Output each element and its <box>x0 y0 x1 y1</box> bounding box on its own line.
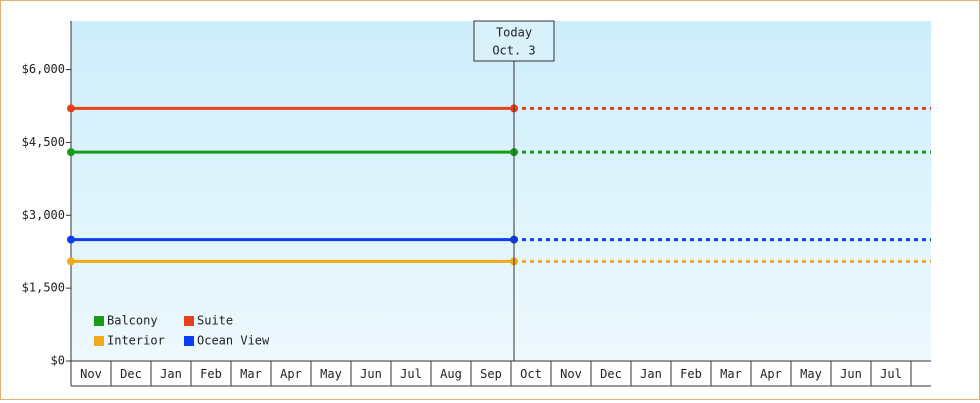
x-tick-label: Feb <box>200 367 222 381</box>
legend-swatch <box>94 316 104 326</box>
x-tick-label: Nov <box>560 367 582 381</box>
x-tick-label: Feb <box>680 367 702 381</box>
x-tick-label: Jan <box>640 367 662 381</box>
x-tick-label: Jun <box>360 367 382 381</box>
series-marker <box>67 257 75 266</box>
y-tick-label: $3,000 <box>22 208 65 222</box>
legend-swatch <box>184 336 194 346</box>
y-tick-label: $6,000 <box>22 62 65 76</box>
series-marker <box>67 104 75 113</box>
x-tick-label: Jul <box>400 367 422 381</box>
x-tick-label: Apr <box>280 367 302 381</box>
today-date: Oct. 3 <box>492 44 535 58</box>
x-tick-label: Jan <box>160 367 182 381</box>
x-tick-label: May <box>320 367 342 381</box>
legend-label: Interior <box>107 334 165 348</box>
series-marker <box>67 235 75 244</box>
legend-label: Suite <box>197 314 233 328</box>
today-box <box>473 20 555 62</box>
x-tick-label: Jun <box>840 367 862 381</box>
x-tick-label: Sep <box>480 367 502 381</box>
x-tick-label: Dec <box>120 367 142 381</box>
x-tick-label: Apr <box>760 367 782 381</box>
legend-swatch <box>184 316 194 326</box>
today-label: Today <box>496 26 532 40</box>
plot-background <box>71 21 931 361</box>
x-tick-label: May <box>800 367 822 381</box>
y-tick-label: $0 <box>51 354 65 368</box>
x-tick-label: Aug <box>440 367 462 381</box>
x-tick-label: Oct <box>520 367 542 381</box>
y-tick-label: $4,500 <box>22 135 65 149</box>
series-marker <box>67 148 75 157</box>
legend-label: Ocean View <box>197 334 270 348</box>
x-tick-label: Jul <box>880 367 902 381</box>
x-tick-label: Mar <box>240 367 262 381</box>
x-tick-label: Mar <box>720 367 742 381</box>
x-tick-label: Nov <box>80 367 102 381</box>
y-tick-label: $1,500 <box>22 281 65 295</box>
legend-label: Balcony <box>107 314 158 328</box>
x-tick-label: Dec <box>600 367 622 381</box>
legend-swatch <box>94 336 104 346</box>
